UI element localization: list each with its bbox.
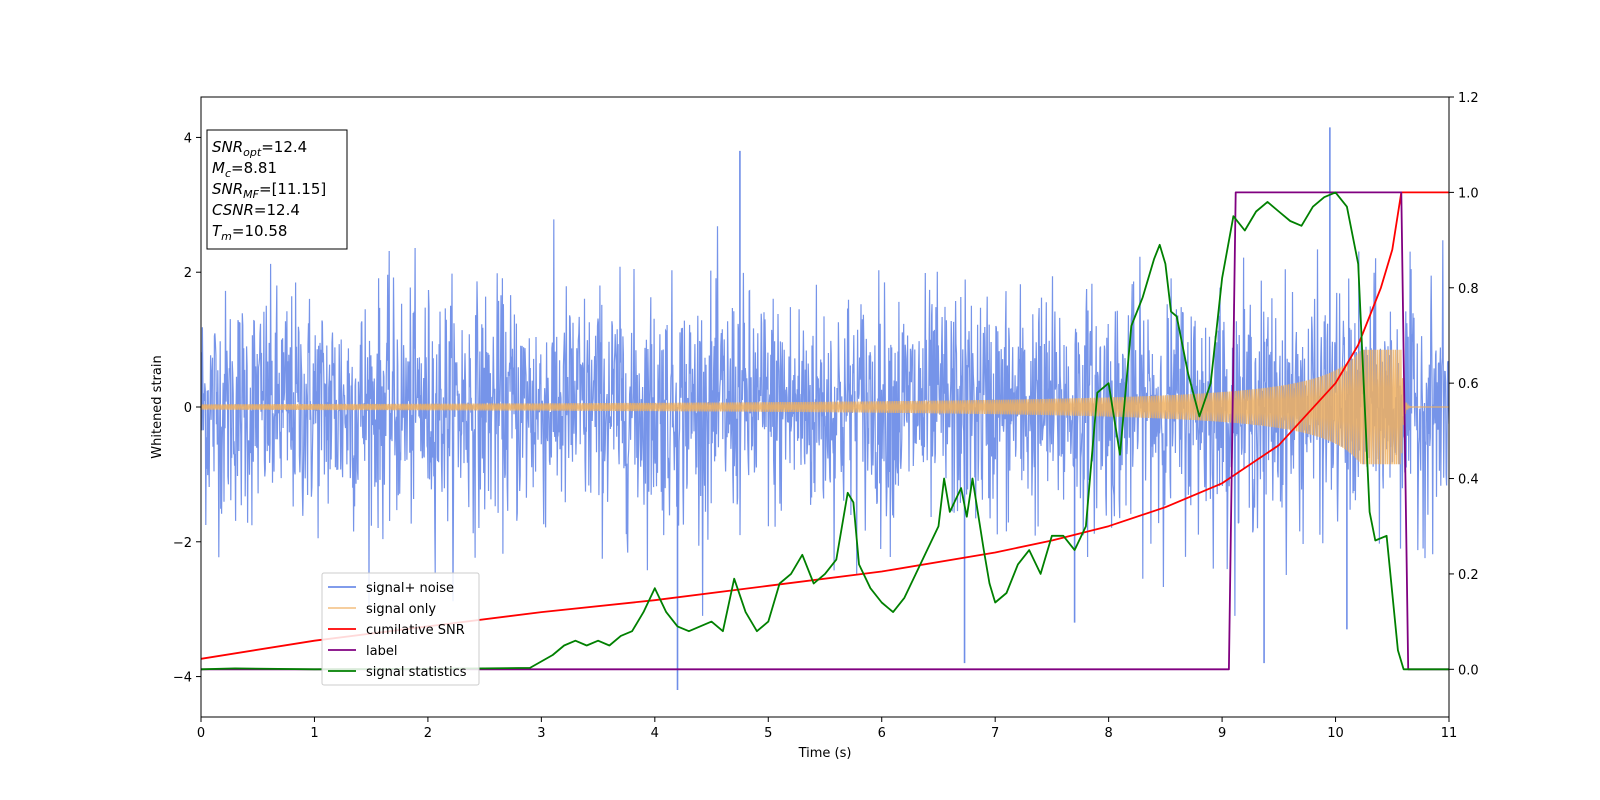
y-left-tick-label: −4: [173, 671, 192, 686]
info-line: Mc=8.81: [212, 159, 277, 180]
x-tick-label: 5: [764, 726, 772, 741]
x-tick-label: 11: [1441, 726, 1458, 741]
series-signal-noise: [201, 219, 1449, 616]
info-line: CSNR=12.4: [212, 201, 300, 219]
x-tick-label: 7: [991, 726, 999, 741]
y-right-tick-label: 0.4: [1458, 473, 1479, 488]
series-signal-statistics: [201, 191, 1449, 671]
y-left-tick-label: 0: [184, 401, 192, 416]
legend-label: label: [366, 644, 397, 659]
y-right-tick-label: 0.6: [1458, 377, 1479, 392]
x-tick-label: 2: [424, 726, 432, 741]
legend-label: signal only: [366, 602, 436, 617]
x-axis-label: Time (s): [798, 746, 852, 761]
info-line: SNRMF=[11.15]: [212, 180, 326, 201]
legend-label: signal statistics: [366, 665, 467, 680]
y-left-tick-label: −2: [173, 536, 192, 551]
info-line: SNRopt=12.4: [212, 138, 307, 159]
x-tick-label: 0: [197, 726, 205, 741]
y-right-tick-label: 0.8: [1458, 282, 1479, 297]
x-tick-label: 6: [878, 726, 886, 741]
series-layer: [201, 127, 1449, 691]
legend-frame: [321, 572, 480, 686]
y-axis-label: Whitened strain: [150, 355, 165, 458]
legend-label: signal+ noise: [366, 581, 454, 596]
legend: signal+ noise signal only cumilative SNR la…: [321, 572, 480, 686]
info-line: Tm=10.58: [212, 222, 287, 243]
x-tick-label: 9: [1218, 726, 1226, 741]
y-right-tick-label: 1.0: [1458, 186, 1479, 201]
series-cumulative-snr: [201, 191, 1449, 660]
info-box: SNRopt=12.4Mc=8.81SNRMF=[11.15]CSNR=12.4…: [206, 129, 348, 250]
x-tick-label: 3: [537, 726, 545, 741]
info-box-frame: [206, 129, 348, 250]
x-tick-label: 10: [1327, 726, 1344, 741]
x-tick-label: 8: [1104, 726, 1112, 741]
y-left-tick-label: 4: [184, 131, 192, 146]
legend-label: cumilative SNR: [366, 623, 465, 638]
y-right-tick-label: 0.2: [1458, 568, 1479, 583]
x-tick-label: 1: [310, 726, 318, 741]
axes-layer: 0 1 2 3 4 5 6 7 8 9 10 11 4 2 0 −2 −4 1.2 1.0 0.8 0.6 0.4 0.2 0…: [173, 91, 1479, 741]
series-signal-only: [201, 349, 1449, 465]
x-tick-label: 4: [651, 726, 659, 741]
y-right-tick-label: 0.0: [1458, 663, 1479, 678]
y-right-tick-label: 1.2: [1458, 91, 1479, 106]
y-left-tick-label: 2: [184, 266, 192, 281]
